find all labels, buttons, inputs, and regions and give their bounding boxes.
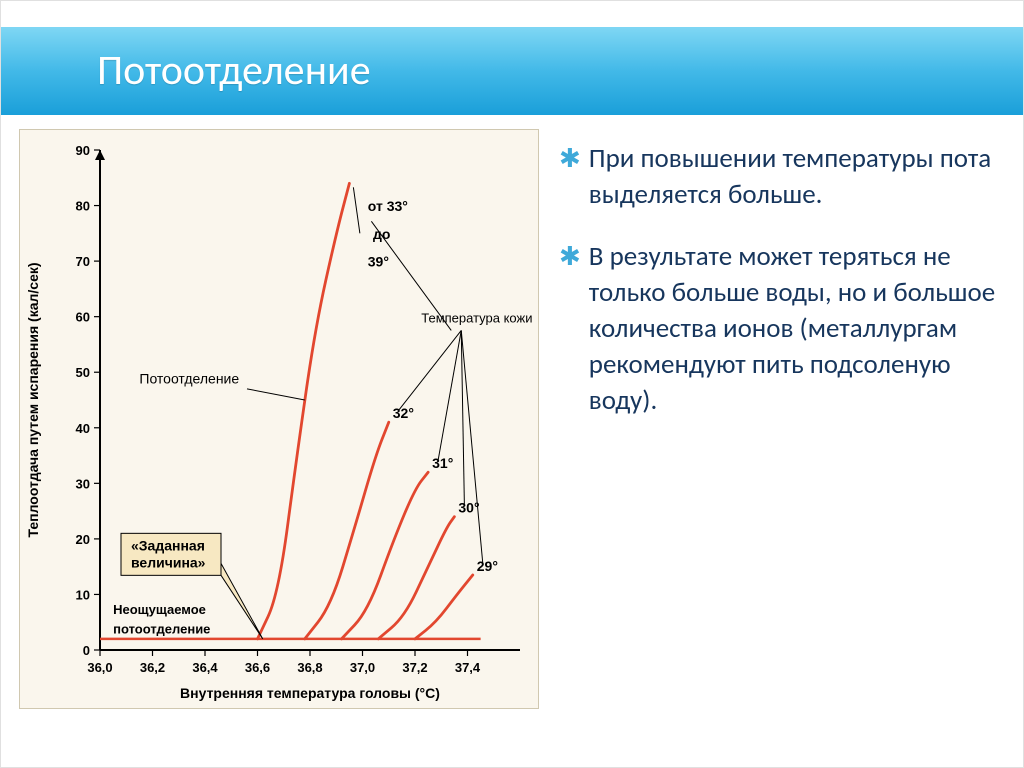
svg-text:50: 50 bbox=[76, 365, 90, 380]
svg-text:80: 80 bbox=[76, 199, 90, 214]
content-area: 0 10 20 30 40 50 60 70 80 90 36,0 36,2 36,4 36,6 36,8 3… bbox=[19, 129, 1005, 749]
svg-text:36,8: 36,8 bbox=[297, 660, 322, 675]
text-column: ✱ При повышении температуры пота выделяе… bbox=[559, 141, 999, 445]
page-title: Потоотделение bbox=[1, 27, 1023, 96]
svg-text:до: до bbox=[373, 226, 390, 242]
chart-svg: 0 10 20 30 40 50 60 70 80 90 36,0 36,2 36,4 36,6 36,8 3… bbox=[20, 130, 540, 710]
bullet-item: ✱ При повышении температуры пота выделяе… bbox=[559, 141, 999, 213]
svg-text:60: 60 bbox=[76, 310, 90, 325]
svg-text:36,4: 36,4 bbox=[192, 660, 218, 675]
title-bar: Потоотделение bbox=[1, 27, 1023, 115]
bullet-text: При повышении температуры пота выделяетс… bbox=[589, 141, 999, 213]
svg-text:40: 40 bbox=[76, 421, 90, 436]
svg-text:величина»: величина» bbox=[131, 554, 206, 570]
svg-text:Теплоотдача путем испарения (к: Теплоотдача путем испарения (кал/сек) bbox=[25, 262, 41, 537]
svg-text:10: 10 bbox=[76, 587, 90, 602]
svg-text:36,0: 36,0 bbox=[87, 660, 112, 675]
svg-text:36,2: 36,2 bbox=[140, 660, 165, 675]
bullet-item: ✱ В результате может теряться не только … bbox=[559, 239, 999, 419]
bullet-asterisk-icon: ✱ bbox=[559, 141, 581, 175]
svg-text:Внутренняя температура головы: Внутренняя температура головы (°C) bbox=[180, 685, 440, 701]
svg-text:39°: 39° bbox=[368, 254, 389, 270]
svg-text:«Заданная: «Заданная bbox=[131, 537, 205, 553]
chart-container: 0 10 20 30 40 50 60 70 80 90 36,0 36,2 36,4 36,6 36,8 3… bbox=[19, 129, 539, 709]
svg-text:37,4: 37,4 bbox=[455, 660, 481, 675]
svg-text:0: 0 bbox=[83, 643, 90, 658]
svg-text:31°: 31° bbox=[432, 455, 453, 471]
svg-text:90: 90 bbox=[76, 143, 90, 158]
svg-text:70: 70 bbox=[76, 254, 90, 269]
svg-text:29°: 29° bbox=[477, 558, 498, 574]
svg-text:Потоотделение: Потоотделение bbox=[139, 370, 239, 386]
svg-text:от 33°: от 33° bbox=[368, 198, 408, 214]
svg-text:30°: 30° bbox=[458, 500, 479, 516]
svg-text:32°: 32° bbox=[393, 405, 414, 421]
svg-text:30: 30 bbox=[76, 476, 90, 491]
svg-text:Неощущаемое: Неощущаемое bbox=[113, 602, 206, 617]
svg-text:20: 20 bbox=[76, 532, 90, 547]
svg-text:36,6: 36,6 bbox=[245, 660, 270, 675]
bullet-text: В результате может теряться не только бо… bbox=[589, 239, 999, 419]
svg-text:37,0: 37,0 bbox=[350, 660, 375, 675]
svg-text:потоотделение: потоотделение bbox=[113, 621, 210, 636]
bullet-asterisk-icon: ✱ bbox=[559, 239, 581, 273]
svg-text:37,2: 37,2 bbox=[402, 660, 427, 675]
